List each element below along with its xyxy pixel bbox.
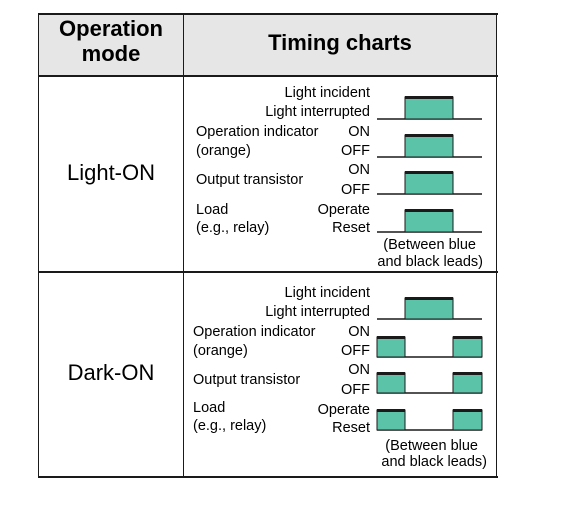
label-off-transistor: OFF: [341, 182, 370, 198]
column-divider: [183, 13, 184, 478]
label-reset: Reset: [332, 420, 370, 436]
timing-charts-header: Timing charts: [268, 30, 412, 55]
label-relay: (e.g., relay): [193, 418, 267, 434]
label-operation-indicator: Operation indicator: [193, 324, 316, 340]
label-output-transistor: Output transistor: [196, 172, 304, 188]
wave-output-transistor: [376, 372, 483, 394]
table-left-border: [38, 13, 39, 478]
dark-on-waveforms: [376, 297, 483, 431]
row-divider: [38, 271, 498, 273]
wave-load: [376, 409, 483, 431]
wave-load: [377, 209, 482, 233]
label-light-interrupted: Light interrupted: [265, 304, 370, 320]
wave-light-state: [377, 96, 482, 120]
label-light-incident: Light incident: [284, 285, 370, 301]
label-operate: Operate: [317, 402, 370, 418]
label-note-line1: (Between blue: [383, 237, 476, 253]
label-light-incident: Light incident: [284, 85, 370, 101]
label-note-line1: (Between blue: [385, 438, 478, 454]
operation-mode-header: Operation mode: [59, 16, 163, 66]
label-off-indicator: OFF: [341, 143, 370, 159]
header-bottom-border: [38, 75, 498, 77]
table-right-border: [496, 13, 497, 478]
label-off-indicator: OFF: [341, 343, 370, 359]
wave-operation-indicator: [377, 134, 482, 158]
table-bottom-border: [38, 476, 498, 478]
table-header-background: [38, 14, 497, 76]
label-orange: (orange): [196, 143, 251, 159]
wave-output-transistor: [377, 171, 482, 195]
label-load: Load: [193, 400, 226, 416]
label-operate: Operate: [317, 202, 370, 218]
label-on-indicator: ON: [348, 324, 370, 340]
label-light-interrupted: Light interrupted: [265, 104, 370, 120]
label-relay: (e.g., relay): [196, 220, 270, 236]
label-reset: Reset: [332, 220, 370, 236]
mode-light-on: Light-ON: [66, 160, 156, 185]
label-load: Load: [196, 202, 229, 218]
label-on-transistor: ON: [348, 162, 370, 178]
label-note-line2: and black leads): [381, 454, 487, 470]
label-off-transistor: OFF: [341, 382, 370, 398]
label-note-line2: and black leads): [377, 254, 483, 270]
label-on-indicator: ON: [348, 124, 370, 140]
label-orange: (orange): [193, 343, 248, 359]
label-output-transistor: Output transistor: [193, 372, 301, 388]
mode-dark-on: Dark-ON: [67, 360, 155, 385]
wave-light-state: [377, 297, 482, 320]
label-operation-indicator: Operation indicator: [196, 124, 319, 140]
light-on-waveforms: [377, 96, 482, 233]
wave-operation-indicator: [376, 336, 483, 358]
table-top-border: [38, 13, 498, 15]
label-on-transistor: ON: [348, 362, 370, 378]
